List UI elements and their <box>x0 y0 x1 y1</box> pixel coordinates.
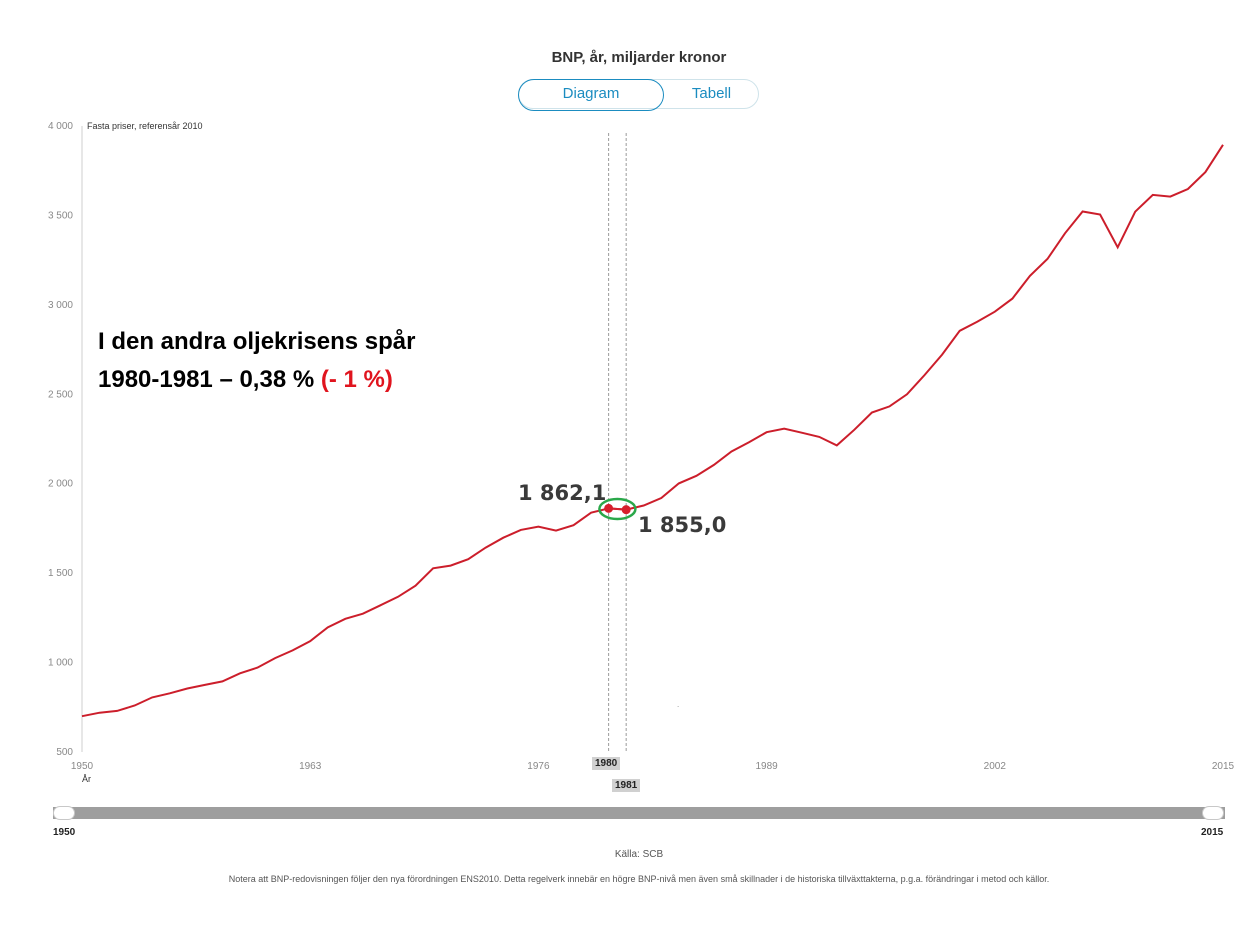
x-tick-label: 1976 <box>527 761 550 772</box>
year-badge-1981: 1981 <box>612 779 641 792</box>
year-range-slider[interactable] <box>53 806 1225 820</box>
data-point-1981 <box>621 505 631 515</box>
y-tick-label: 3 500 <box>48 210 73 221</box>
annotation-line-2: 1980-1981 – 0,38 % (- 1 %) <box>98 366 393 394</box>
value-label-1980: 1 862,1 <box>518 481 607 505</box>
chart-title: BNP, år, miljarder kronor <box>551 49 727 66</box>
gdp-series-line <box>81 144 1224 718</box>
x-tick-labels: 1950 1963 1976 1989 2002 2015 <box>71 761 1235 772</box>
highlight-ellipse <box>598 497 637 521</box>
x-tick-label: 2002 <box>984 761 1007 772</box>
y-tick-label: 1 500 <box>48 568 73 579</box>
diagram-tab[interactable]: Diagram <box>518 79 664 111</box>
slider-start-label: 1950 <box>53 827 76 838</box>
y-tick-label: 2 000 <box>48 479 73 490</box>
annotation-line-1: I den andra oljekrisens spår <box>98 328 416 355</box>
y-tick-label: 500 <box>56 747 73 758</box>
x-tick-label: 1989 <box>755 761 778 772</box>
y-tick-label: 2 500 <box>48 389 73 400</box>
slider-start-handle[interactable] <box>53 806 75 820</box>
footnote-text: Notera att BNP-redovisningen följer den … <box>228 874 1050 884</box>
annotation-highlight: (- 1 %) <box>320 366 393 393</box>
y-tick-labels: 500 1 000 1 500 2 000 2 500 3 000 3 500 4 000 <box>48 121 73 758</box>
chart-subtitle: Fasta priser, referensår 2010 <box>87 121 203 131</box>
year-badge-1980: 1980 <box>592 757 621 770</box>
x-tick-label: 2015 <box>1212 761 1235 772</box>
slider-end-handle[interactable] <box>1202 806 1224 820</box>
annotation-text: 1980-1981 – 0,38 % <box>98 366 315 393</box>
y-tick-label: 3 000 <box>48 300 73 311</box>
x-tick-label: 1950 <box>71 761 94 772</box>
value-label-1981: 1 855,0 <box>638 513 727 537</box>
x-axis-label: År <box>82 774 91 784</box>
gdp-line-chart: Fasta priser, referensår 2010 År 500 1 00… <box>48 121 1235 784</box>
view-toggle: Diagram Tabell <box>518 79 759 111</box>
source-text: Källa: SCB <box>614 849 664 860</box>
slider-end-label: 2015 <box>1201 827 1224 838</box>
stray-dot: . <box>677 700 679 709</box>
x-tick-label: 1963 <box>299 761 322 772</box>
data-point-1980 <box>604 503 614 513</box>
y-tick-label: 4 000 <box>48 121 73 132</box>
y-tick-label: 1 000 <box>48 658 73 669</box>
table-tab[interactable]: Tabell <box>691 85 732 102</box>
